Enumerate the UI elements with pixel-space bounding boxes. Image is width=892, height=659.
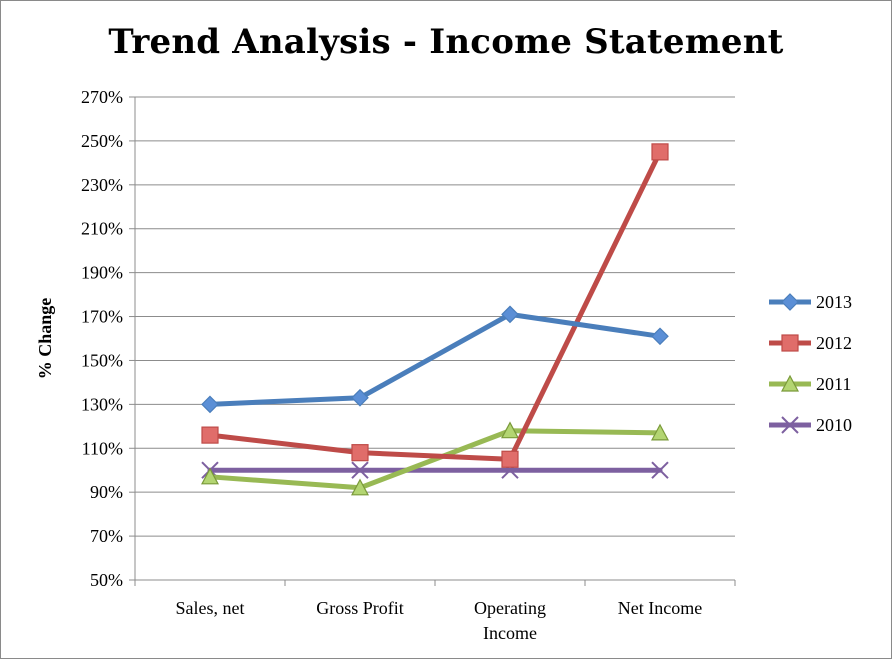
series-line-2011 xyxy=(207,428,663,491)
y-tick-label: 170% xyxy=(81,307,123,327)
data-point-2011 xyxy=(351,478,369,496)
data-point-2013 xyxy=(501,305,519,324)
series-line-2013 xyxy=(207,311,663,407)
y-tick-label: 50% xyxy=(90,570,123,590)
x-tick-label: Gross Profit xyxy=(316,598,404,618)
data-point-2013 xyxy=(351,388,369,407)
y-tick-label: 150% xyxy=(81,350,123,370)
legend-label-2010: 2010 xyxy=(816,415,852,435)
y-tick-label: 250% xyxy=(81,131,123,151)
y-tick-label: 210% xyxy=(81,219,123,239)
y-tick-label: 70% xyxy=(90,526,123,546)
x-tick-label: Income xyxy=(483,623,537,643)
legend-label-2011: 2011 xyxy=(816,374,851,394)
data-point-2012 xyxy=(651,143,669,161)
data-point-2011 xyxy=(201,467,219,485)
y-tick-label: 90% xyxy=(90,482,123,502)
series-line-2012 xyxy=(207,149,663,462)
x-tick-label: Sales, net xyxy=(176,598,245,618)
data-point-2012 xyxy=(201,426,219,444)
legend-marker-2013 xyxy=(781,293,799,311)
legend-marker-2010 xyxy=(781,416,799,434)
legend-marker-2011 xyxy=(781,374,799,392)
x-tick-label: Net Income xyxy=(618,598,702,618)
legend-label-2013: 2013 xyxy=(816,292,852,312)
y-tick-label: 130% xyxy=(81,394,123,414)
y-tick-label: 230% xyxy=(81,175,123,195)
data-point-2013 xyxy=(201,395,219,414)
legend-label-2012: 2012 xyxy=(816,333,852,353)
data-point-2012 xyxy=(501,450,519,468)
data-point-2013 xyxy=(651,327,669,346)
x-tick-label: Operating xyxy=(474,598,546,618)
data-point-2010 xyxy=(651,461,669,479)
y-tick-label: 270% xyxy=(81,87,123,107)
data-point-2011 xyxy=(651,423,669,441)
y-tick-label: 110% xyxy=(82,438,123,458)
data-point-2011 xyxy=(501,421,519,439)
y-axis-title: % Change xyxy=(35,298,55,380)
data-point-2012 xyxy=(351,444,369,462)
data-point-2010 xyxy=(351,461,369,479)
y-tick-label: 190% xyxy=(81,263,123,283)
legend-marker-2012 xyxy=(781,334,799,352)
chart-title: Trend Analysis - Income Statement xyxy=(108,22,784,62)
